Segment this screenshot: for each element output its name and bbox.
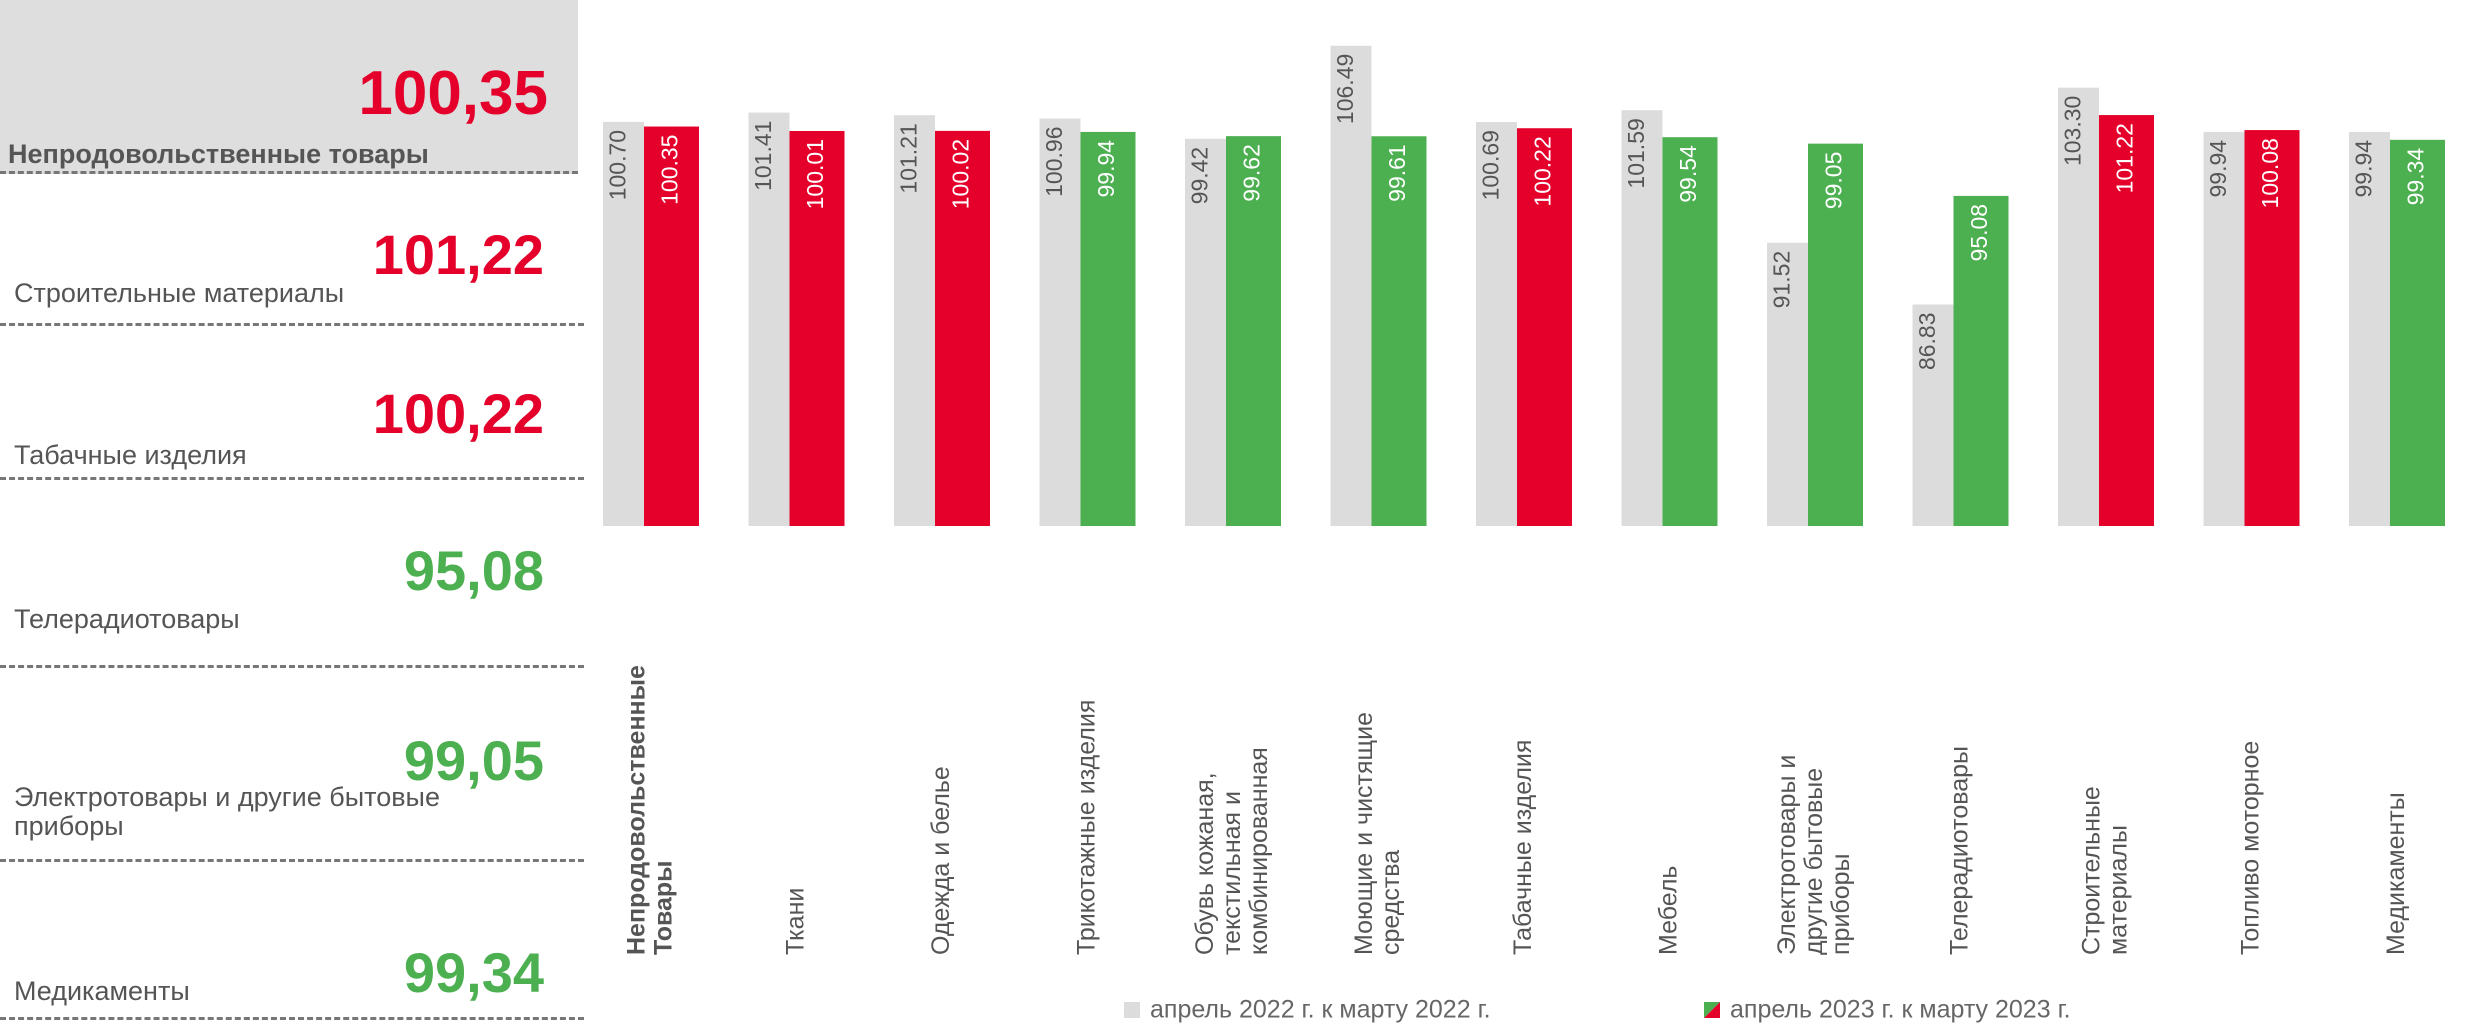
- value-label: 101.41: [750, 121, 776, 191]
- value-label: 100.69: [1478, 130, 1504, 200]
- value-label: 99.94: [1093, 140, 1119, 198]
- chart: 100.70 100.35 НепродовольственныеТовары 101…: [0, 0, 2476, 1024]
- value-label: 101.59: [1623, 118, 1649, 188]
- value-label: 99.61: [1384, 144, 1410, 202]
- value-label: 100.01: [802, 139, 828, 209]
- value-label: 95.08: [1966, 204, 1992, 262]
- x-tick-label: НепродовольственныеТовары: [622, 665, 677, 955]
- x-tick-label: Моющие и чистящиесредства: [1350, 712, 1405, 955]
- x-tick-label: Ткани: [781, 888, 809, 955]
- x-tick-label: Одежда и белье: [927, 766, 955, 955]
- x-tick-label: Электротовары идругие бытовыеприборы: [1773, 755, 1855, 955]
- value-label: 100.02: [948, 139, 974, 209]
- x-tick-label: Табачные изделия: [1509, 740, 1537, 955]
- value-label: 103.30: [2060, 96, 2086, 166]
- x-tick-label: Медикаменты: [2382, 792, 2410, 955]
- value-label: 100.96: [1041, 126, 1067, 196]
- value-label: 99.94: [2205, 140, 2231, 198]
- value-label: 101.22: [2112, 123, 2138, 193]
- value-label: 99.05: [1821, 152, 1847, 210]
- legend-label: апрель 2023 г. к марту 2023 г.: [1730, 996, 2071, 1024]
- x-tick-label: Телерадиотовары: [1945, 746, 1973, 955]
- value-label: 100.35: [657, 135, 683, 205]
- page: {"chart_data":{"type":"bar", "categories…: [0, 0, 2476, 1024]
- legend-swatch: [1124, 1002, 1140, 1018]
- value-label: 86.83: [1914, 312, 1940, 370]
- value-label: 100.22: [1530, 136, 1556, 206]
- value-label: 100.70: [605, 130, 631, 200]
- value-label: 99.94: [2351, 140, 2377, 198]
- value-label: 99.62: [1239, 144, 1265, 202]
- x-tick-label: Обувь кожаная,текстильная икомбинированн…: [1191, 747, 1273, 955]
- x-tick-label: Трикотажные изделия: [1072, 700, 1100, 955]
- x-tick-label: Топливо моторное: [2236, 741, 2264, 955]
- value-label: 100.08: [2257, 138, 2283, 208]
- value-label: 99.34: [2403, 148, 2429, 206]
- x-tick-label: Строительныематериалы: [2077, 786, 2132, 955]
- legend-label: апрель 2022 г. к марту 2022 г.: [1150, 996, 1491, 1024]
- x-tick-label: Мебель: [1654, 866, 1682, 955]
- value-label: 99.54: [1675, 145, 1701, 203]
- value-label: 91.52: [1769, 251, 1795, 309]
- value-label: 106.49: [1332, 54, 1358, 124]
- value-label: 101.21: [896, 123, 922, 193]
- value-label: 99.42: [1187, 147, 1213, 205]
